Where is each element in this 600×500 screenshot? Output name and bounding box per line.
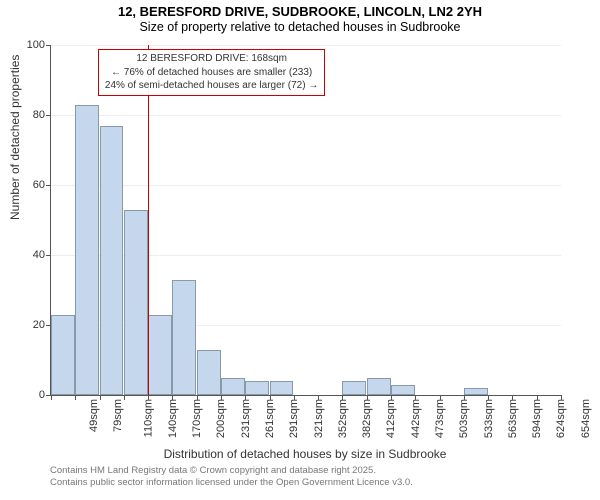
histogram-bar: [124, 210, 148, 396]
x-tick-mark: [440, 395, 441, 400]
histogram-bar: [197, 350, 221, 396]
x-tick-label: 503sqm: [458, 399, 470, 438]
histogram-bar: [221, 378, 245, 396]
x-tick-label: 654sqm: [580, 399, 592, 438]
y-axis-label: Number of detached properties: [8, 55, 22, 220]
x-tick-mark: [75, 395, 76, 400]
footer-line-2: Contains public sector information licen…: [50, 477, 413, 489]
x-tick-mark: [512, 395, 513, 400]
histogram-bar: [270, 381, 294, 395]
x-tick-label: 170sqm: [191, 399, 203, 438]
annotation-line: ← 76% of detached houses are smaller (23…: [105, 66, 318, 80]
x-tick-label: 200sqm: [216, 399, 228, 438]
histogram-bar: [100, 126, 124, 396]
y-tick-label: 20: [33, 319, 51, 331]
x-tick-label: 624sqm: [556, 399, 568, 438]
chart-title: 12, BERESFORD DRIVE, SUDBROOKE, LINCOLN,…: [0, 4, 600, 20]
x-tick-mark: [537, 395, 538, 400]
gridline: [51, 115, 561, 116]
x-tick-label: 382sqm: [361, 399, 373, 438]
reference-annotation: 12 BERESFORD DRIVE: 168sqm← 76% of detac…: [98, 49, 325, 96]
histogram-bar: [464, 388, 488, 395]
x-tick-mark: [294, 395, 295, 400]
histogram-bar: [367, 378, 391, 396]
x-tick-mark: [415, 395, 416, 400]
x-tick-label: 261sqm: [264, 399, 276, 438]
x-tick-label: 79sqm: [112, 399, 124, 432]
histogram-bar: [391, 385, 415, 396]
histogram-bar: [342, 381, 366, 395]
x-tick-mark: [367, 395, 368, 400]
x-tick-mark: [391, 395, 392, 400]
x-tick-mark: [270, 395, 271, 400]
x-tick-label: 231sqm: [240, 399, 252, 438]
histogram-bar: [245, 381, 269, 395]
x-tick-mark: [342, 395, 343, 400]
x-tick-mark: [318, 395, 319, 400]
histogram-bar: [75, 105, 99, 396]
x-tick-mark: [100, 395, 101, 400]
x-tick-mark: [488, 395, 489, 400]
reference-line: [148, 45, 149, 395]
y-tick-label: 40: [33, 249, 51, 261]
y-tick-label: 80: [33, 109, 51, 121]
x-tick-mark: [148, 395, 149, 400]
chart-title-block: 12, BERESFORD DRIVE, SUDBROOKE, LINCOLN,…: [0, 0, 600, 36]
x-tick-label: 533sqm: [483, 399, 495, 438]
annotation-line: 24% of semi-detached houses are larger (…: [105, 79, 318, 93]
gridline: [51, 185, 561, 186]
x-tick-mark: [245, 395, 246, 400]
histogram-bar: [148, 315, 172, 396]
x-tick-label: 49sqm: [88, 399, 100, 432]
x-tick-label: 594sqm: [531, 399, 543, 438]
footer-line-1: Contains HM Land Registry data © Crown c…: [50, 465, 413, 477]
annotation-line: 12 BERESFORD DRIVE: 168sqm: [105, 52, 318, 66]
x-tick-label: 321sqm: [313, 399, 325, 438]
x-tick-mark: [172, 395, 173, 400]
x-tick-label: 352sqm: [337, 399, 349, 438]
x-axis-label: Distribution of detached houses by size …: [50, 447, 560, 461]
x-tick-mark: [124, 395, 125, 400]
x-tick-mark: [221, 395, 222, 400]
x-tick-label: 563sqm: [507, 399, 519, 438]
x-tick-label: 140sqm: [167, 399, 179, 438]
x-tick-mark: [464, 395, 465, 400]
x-tick-mark: [51, 395, 52, 400]
y-tick-label: 60: [33, 179, 51, 191]
attribution-footer: Contains HM Land Registry data © Crown c…: [50, 465, 413, 490]
y-tick-label: 0: [39, 389, 51, 401]
y-tick-label: 100: [27, 39, 51, 51]
histogram-chart: 02040608010049sqm79sqm110sqm140sqm170sqm…: [50, 45, 561, 396]
x-tick-label: 291sqm: [288, 399, 300, 438]
x-tick-label: 473sqm: [434, 399, 446, 438]
x-tick-label: 442sqm: [410, 399, 422, 438]
chart-subtitle: Size of property relative to detached ho…: [0, 20, 600, 36]
histogram-bar: [51, 315, 75, 396]
x-tick-label: 412sqm: [386, 399, 398, 438]
histogram-bar: [172, 280, 196, 396]
x-tick-mark: [561, 395, 562, 400]
gridline: [51, 45, 561, 46]
x-tick-label: 110sqm: [142, 399, 154, 437]
x-tick-mark: [197, 395, 198, 400]
